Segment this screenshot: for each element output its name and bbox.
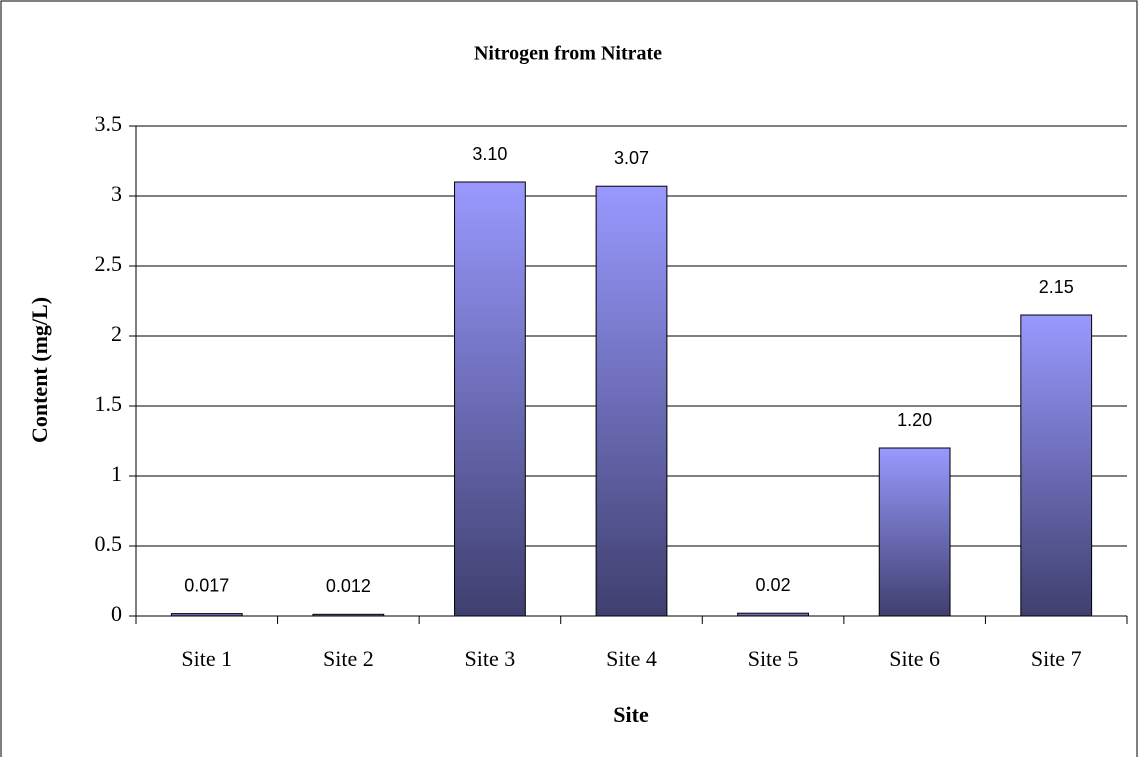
value-label: 3.07 [614, 148, 649, 168]
x-tick-label: Site 4 [606, 646, 657, 671]
y-tick-label: 1 [111, 461, 122, 486]
bar [454, 181, 526, 617]
x-tick-label: Site 6 [889, 646, 940, 671]
value-label: 2.15 [1039, 277, 1074, 297]
bar [312, 613, 385, 617]
y-tick-label: 0 [111, 601, 122, 626]
value-label: 0.02 [756, 575, 791, 595]
bar [737, 612, 809, 617]
y-tick-label: 1.5 [95, 391, 123, 416]
y-tick-label: 0.5 [95, 531, 123, 556]
x-tick-label: Site 1 [181, 646, 232, 671]
bar [170, 613, 243, 617]
value-label: 1.20 [897, 410, 932, 430]
value-label: 3.10 [472, 144, 507, 164]
x-tick-label: Site 2 [323, 646, 374, 671]
bar [878, 447, 951, 617]
y-tick-label: 2 [111, 321, 122, 346]
x-tick-label: Site 3 [465, 646, 516, 671]
bar [595, 185, 668, 617]
x-tick-label: Site 5 [748, 646, 799, 671]
value-label: 0.017 [184, 575, 229, 595]
y-axis-label: Content (mg/L) [27, 297, 52, 443]
y-tick-label: 3.5 [95, 111, 123, 136]
chart-title: Nitrogen from Nitrate [474, 43, 662, 65]
x-axis-label: Site [613, 702, 649, 727]
x-tick-label: Site 7 [1031, 646, 1082, 671]
value-label: 0.012 [326, 576, 371, 596]
bar [1020, 314, 1093, 617]
y-tick-label: 2.5 [95, 251, 123, 276]
y-tick-label: 3 [111, 181, 122, 206]
